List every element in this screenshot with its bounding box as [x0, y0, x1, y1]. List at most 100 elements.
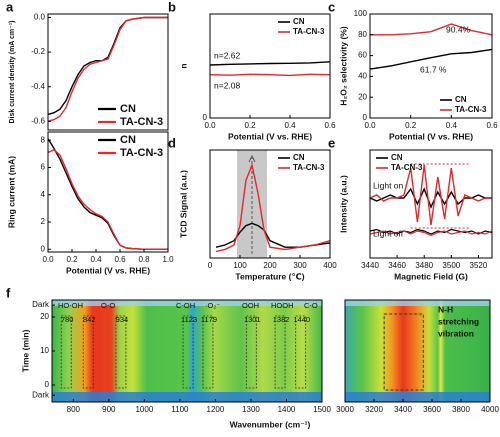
y-axis-label: H₂O₂ selectivity (%)	[338, 26, 348, 106]
annotation: 90.4%	[446, 24, 471, 34]
y-tick-label: 10	[40, 346, 49, 355]
x-tick-label: 3440	[361, 261, 379, 270]
peak-box	[295, 315, 307, 389]
y-tick-label: Dark	[32, 300, 50, 309]
legend-label: TA-CN-3	[455, 105, 487, 114]
legend-label: TA-CN-3	[120, 147, 163, 159]
x-tick-label: 0	[208, 261, 213, 270]
y-axis-label: Intensity (a.u.)	[338, 175, 348, 233]
annotation: n=2.62	[214, 50, 241, 60]
band-label: C-OH	[176, 301, 195, 310]
y-tick-label: 20	[358, 92, 367, 101]
x-tick-label: 0.6	[486, 121, 498, 130]
y-tick-label: 2	[41, 217, 46, 226]
y-tick-label: Dark	[32, 390, 50, 399]
annotation: n=2.08	[214, 80, 241, 90]
x-axis-label: Wavenumber (cm⁻¹)	[230, 419, 311, 429]
x-tick-label: 3460	[388, 261, 406, 270]
legend-label: CN	[293, 17, 305, 26]
x-axis-label: Magnetic Field (G)	[394, 271, 468, 281]
y-tick-label: 100	[354, 9, 368, 18]
x-tick-label: 1500	[313, 405, 331, 414]
data-line	[47, 16, 168, 122]
plot-frame	[344, 299, 491, 403]
band-label: O-O	[101, 301, 115, 310]
y-axis-label: Time (min)	[20, 329, 30, 372]
x-tick-label: 3600	[423, 405, 441, 414]
peak-label: 1382	[273, 315, 290, 324]
band-label: HOOH	[271, 301, 294, 310]
y-tick-label: 0	[203, 113, 208, 122]
legend-label: CN	[120, 134, 136, 146]
data-line	[209, 61, 331, 66]
x-tick-label: 3400	[394, 405, 412, 414]
y-tick-label: 6	[41, 163, 46, 172]
x-tick-label: 900	[102, 405, 116, 414]
data-line	[369, 48, 493, 70]
legend-label: TA-CN-3	[120, 116, 163, 128]
y-tick-label: -0.4	[31, 82, 45, 91]
legend-label: CN	[455, 95, 467, 104]
annotation: N-H	[438, 304, 453, 314]
x-tick-label: 1400	[278, 405, 296, 414]
y-tick-label: 0	[363, 113, 368, 122]
y-tick-label: 0	[41, 244, 46, 253]
x-tick-label: 200	[263, 261, 277, 270]
peak-box	[115, 315, 127, 389]
heatmap-dark-top	[52, 300, 322, 306]
peak-label: 1179	[201, 315, 217, 324]
panel-label: a	[6, 0, 14, 14]
band-label: C-O	[304, 301, 318, 310]
plot-frame	[47, 13, 169, 131]
annotation: 61.7 %	[420, 64, 447, 74]
y-tick-label: 60	[358, 51, 367, 60]
legend-label: CN	[120, 103, 136, 115]
x-tick-label: 400	[323, 261, 337, 270]
peak-label: 1301	[244, 315, 261, 324]
y-axis-label: TCD Signal (a.u.)	[178, 170, 188, 238]
heatmap-image	[52, 300, 322, 402]
x-tick-label: 100	[233, 261, 247, 270]
annotation: stretching	[438, 316, 479, 326]
x-tick-label: 0.2	[66, 255, 78, 264]
data-line	[47, 148, 168, 250]
data-line	[369, 230, 493, 237]
data-line	[209, 73, 331, 77]
data-line	[215, 162, 331, 253]
x-axis-label: Potential (V vs. RHE)	[228, 131, 312, 141]
y-tick-label: 20	[40, 312, 49, 321]
plot-frame	[369, 149, 493, 259]
x-tick-label: 0.0	[364, 121, 376, 130]
x-tick-label: 3500	[442, 261, 460, 270]
peak-box	[182, 315, 194, 389]
peak-box	[202, 315, 214, 389]
annotation: Light off	[373, 228, 404, 238]
data-line	[369, 187, 492, 209]
peak-label: 1440	[293, 315, 310, 324]
y-tick-label: 0.0	[34, 13, 46, 22]
x-tick-label: 1200	[207, 405, 225, 414]
y-axis-label: Disk current density (mA cm⁻¹)	[9, 20, 16, 123]
y-tick-label: -0.2	[31, 47, 45, 56]
peak-label: 780	[61, 315, 74, 324]
y-tick-label: 40	[358, 72, 367, 81]
panel-label: c	[328, 0, 335, 14]
x-tick-label: 300	[293, 261, 307, 270]
x-tick-label: 0.6	[324, 121, 336, 130]
y-axis-label: Ring current (mA)	[6, 156, 16, 228]
peak-box	[274, 315, 286, 389]
x-tick-label: 0.0	[204, 121, 216, 130]
arrow-head	[248, 154, 256, 163]
y-tick-label: 0	[45, 380, 50, 389]
x-tick-label: 800	[67, 405, 81, 414]
x-tick-label: 3520	[470, 261, 488, 270]
plot-frame	[369, 13, 493, 119]
x-tick-label: 0.2	[405, 121, 417, 130]
y-tick-label: -0.6	[31, 116, 45, 125]
legend-label: TA-CN-3	[293, 163, 325, 172]
x-tick-label: 0.8	[138, 255, 150, 264]
x-axis-label: Potential (V vs. RHE)	[389, 131, 473, 141]
x-axis-label: Temperature (℃)	[235, 271, 304, 281]
x-tick-label: 0.4	[90, 255, 102, 264]
